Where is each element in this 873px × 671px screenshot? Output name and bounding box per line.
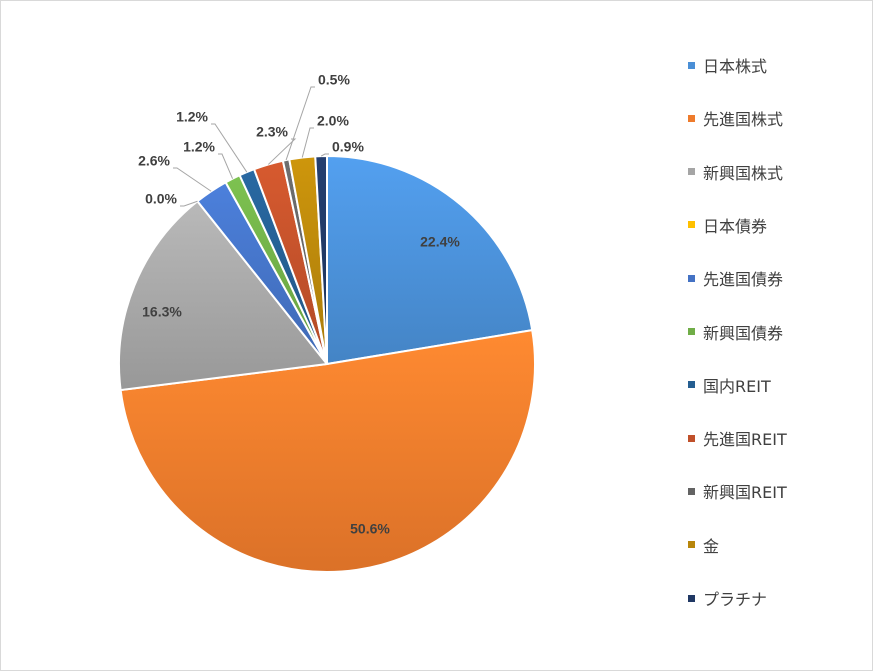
leader-line-9 [301, 127, 314, 158]
pie-slice-2 [118, 199, 329, 392]
legend-swatch [688, 541, 695, 549]
legend-label: 先進国株式 [703, 110, 784, 130]
legend-label: 先進国債券 [703, 270, 784, 290]
legend-item: 先進国債券 [688, 265, 783, 291]
legend-swatch [688, 594, 695, 602]
legend-label: プラチナ [703, 590, 768, 609]
leader-line-8 [285, 86, 315, 161]
data-label-2: 16.3% [142, 304, 182, 320]
legend-swatch [688, 168, 695, 176]
legend-label: 新興国REIT [703, 483, 787, 503]
legend-item: 新興国REIT [688, 478, 787, 504]
legend-item: 先進国株式 [688, 105, 783, 131]
legend-item: 国内REIT [688, 372, 771, 398]
legend-swatch [688, 274, 695, 282]
leader-line-3 [180, 200, 198, 207]
legend-label: 新興国債券 [703, 323, 784, 343]
pie-slices [118, 154, 536, 573]
data-label-8: 0.5% [318, 72, 350, 88]
legend-item: 金 [688, 532, 719, 558]
legend-swatch [688, 221, 695, 229]
legend-label: 日本債券 [703, 216, 768, 236]
leader-line-5 [218, 153, 234, 179]
legend-item: 新興国株式 [688, 159, 783, 185]
legend-item: 日本債券 [688, 212, 767, 238]
data-label-10: 0.9% [332, 139, 364, 155]
leader-lines [173, 86, 329, 207]
data-labels: 22.4% 50.6% 16.3% 0.0% 2.6% 1.2% 1.2% 2.3% 0.5% 2… [138, 72, 460, 537]
legend-item: 先進国REIT [688, 425, 787, 451]
legend-item: プラチナ [688, 585, 767, 611]
data-label-4: 2.6% [138, 153, 170, 169]
data-label-9: 2.0% [317, 113, 349, 129]
leader-line-10 [320, 153, 329, 157]
data-label-5: 1.2% [183, 139, 215, 155]
data-label-0: 22.4% [420, 234, 460, 250]
leader-line-4 [173, 167, 212, 192]
data-label-1: 50.6% [350, 521, 390, 537]
data-label-7: 2.3% [256, 124, 288, 140]
legend-swatch [688, 328, 695, 335]
pie-slice-1 [119, 329, 536, 573]
pie-slice-0 [326, 154, 534, 366]
legend-label: 国内REIT [703, 376, 771, 396]
data-label-3: 0.0% [145, 191, 177, 207]
legend-swatch [688, 434, 695, 442]
legend-swatch [688, 381, 695, 389]
legend-label: 先進国REIT [703, 430, 787, 450]
leader-line-7 [267, 138, 297, 165]
data-label-6: 1.2% [176, 109, 208, 125]
legend-swatch [688, 487, 695, 495]
legend-item: 日本株式 [688, 52, 767, 78]
legend-label: 日本株式 [703, 57, 768, 76]
legend-swatch [688, 114, 695, 122]
legend-label: 新興国株式 [703, 163, 784, 183]
leader-line-6 [211, 123, 248, 173]
legend-item: 新興国債券 [688, 319, 783, 345]
legend-label: 金 [703, 536, 720, 556]
legend-swatch [688, 61, 695, 69]
